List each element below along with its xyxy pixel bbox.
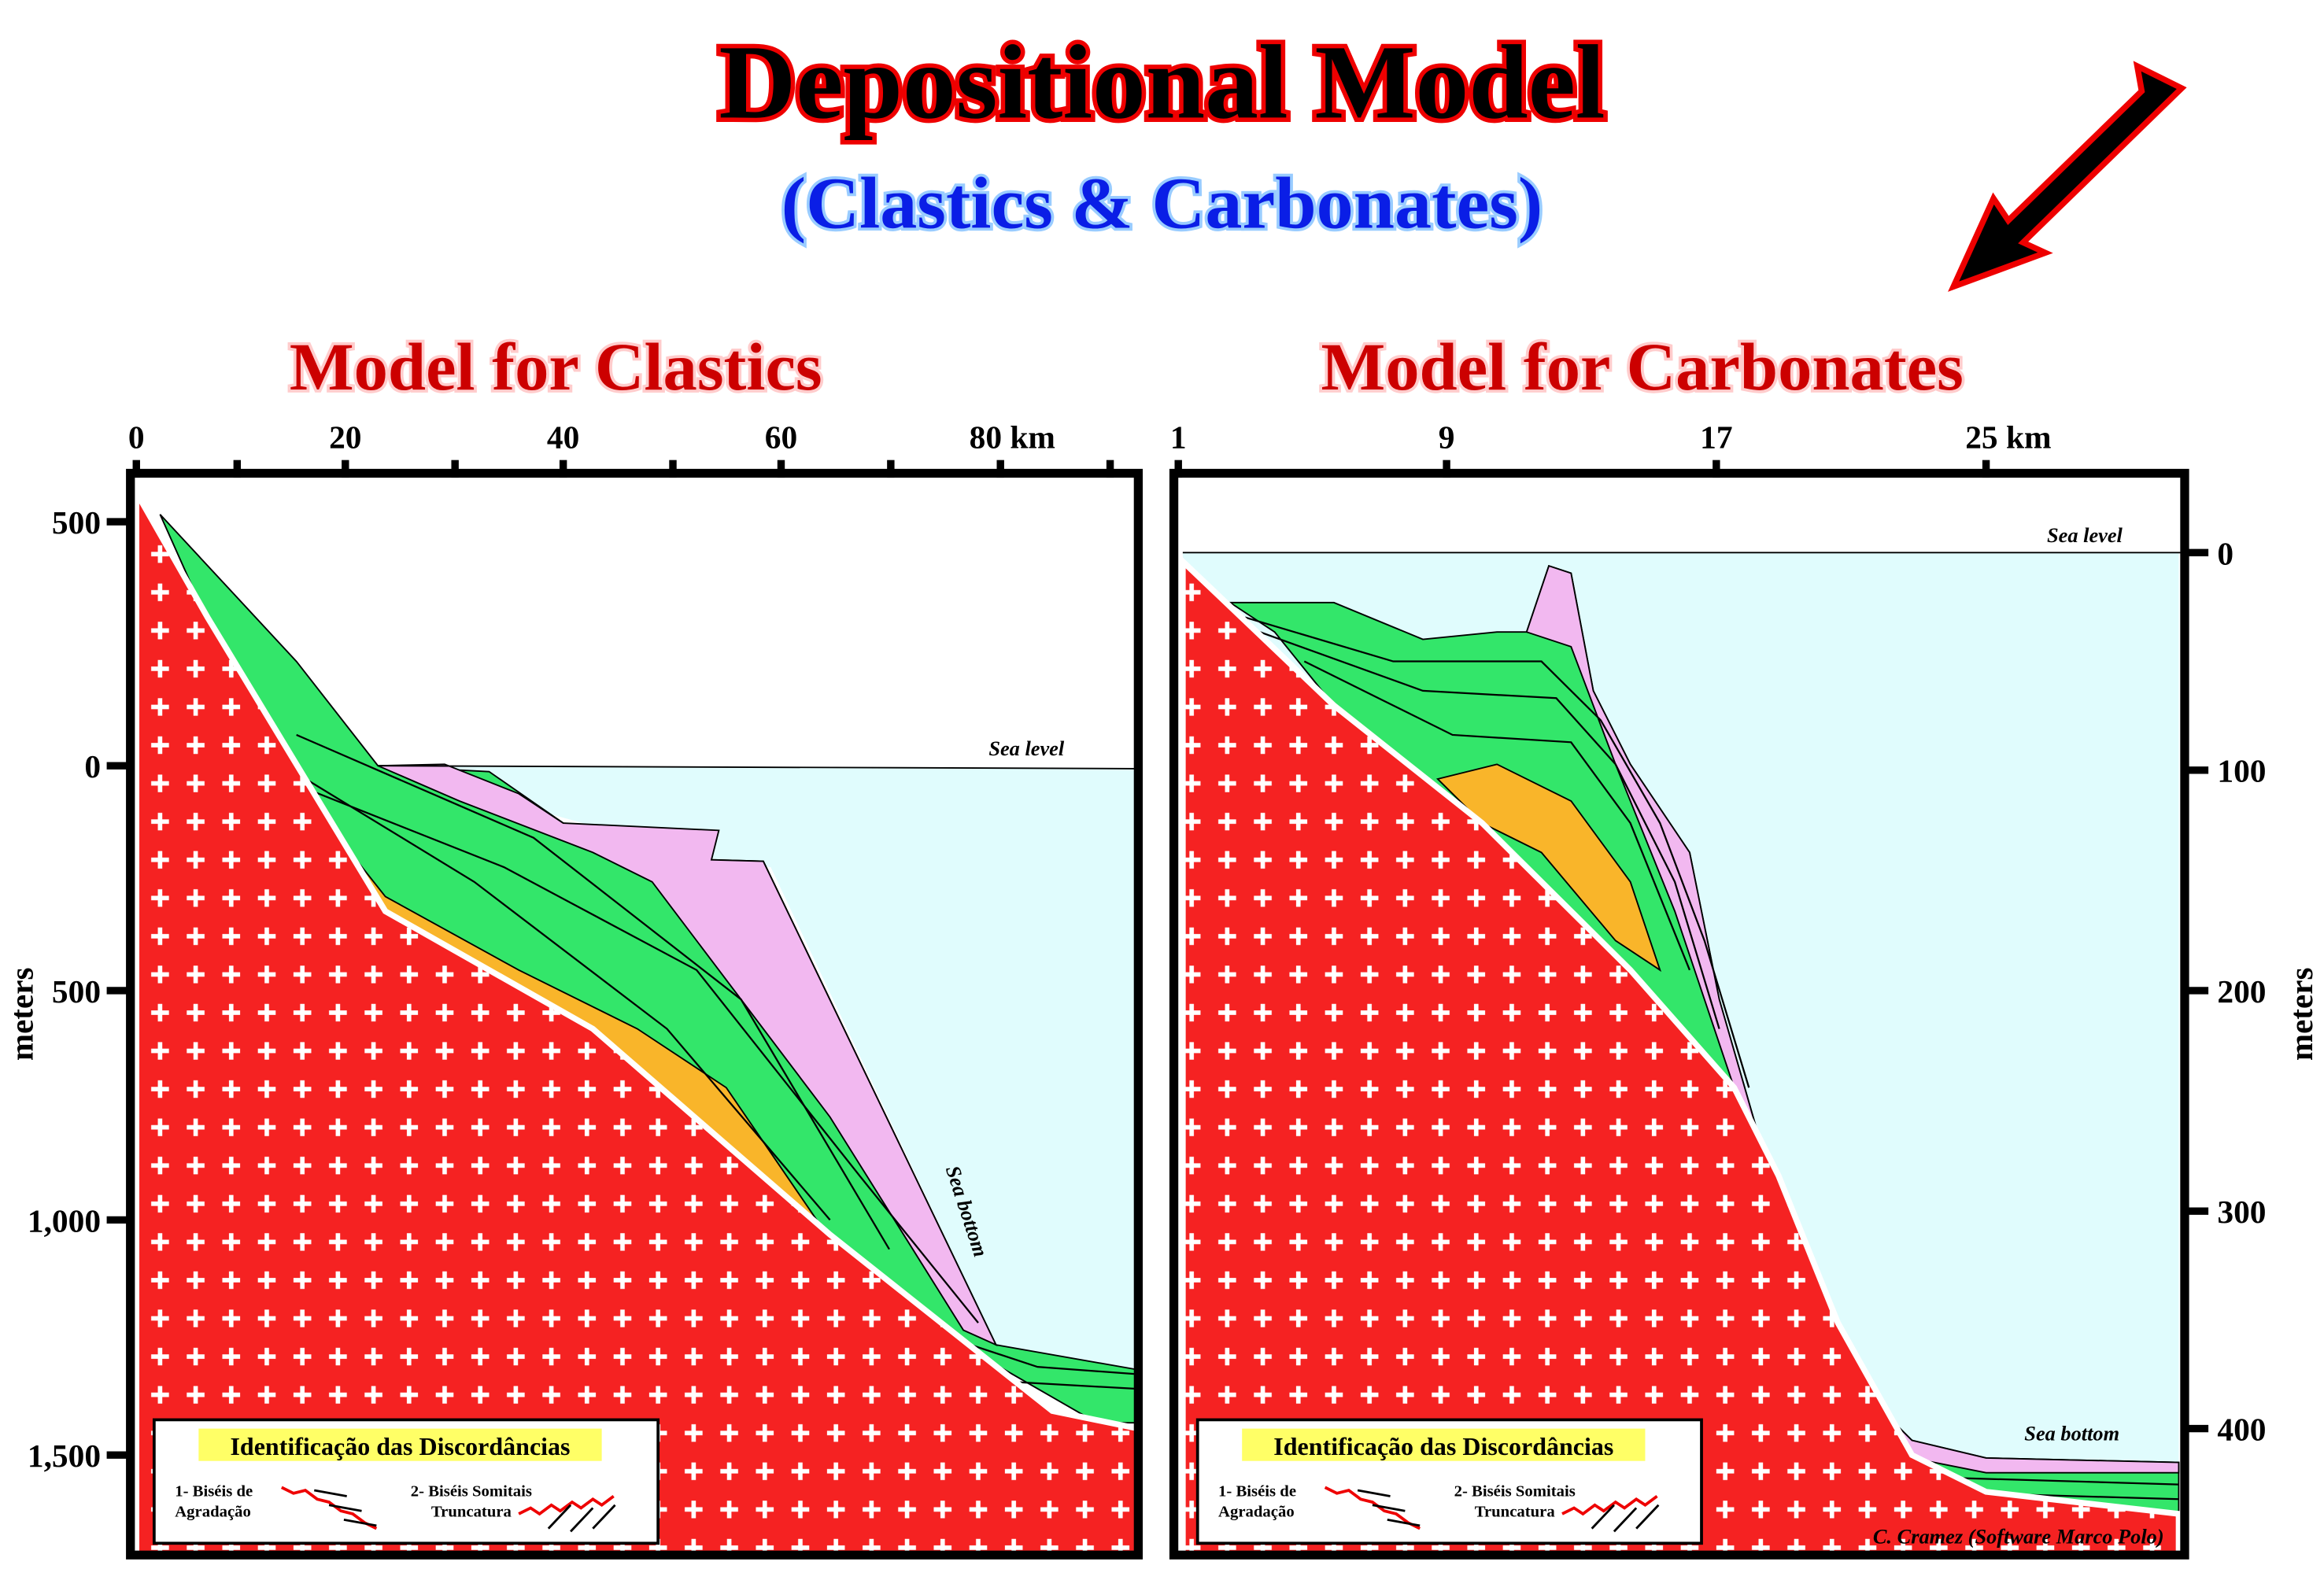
legend-title: Identificação das Discordâncias <box>1273 1433 1613 1460</box>
x-tick-label: 9 <box>1439 419 1455 456</box>
legend: Identificação das Discordâncias 1- Biséi… <box>152 1418 660 1545</box>
ticks <box>1174 460 2209 1433</box>
y-tick-label: 0 <box>2217 535 2233 571</box>
y-tick-label: 1,500 <box>28 1438 101 1474</box>
pink-unit <box>1525 564 2180 1474</box>
x-tick-label: 60 <box>765 419 797 456</box>
legend-title: Identificação das Discordâncias <box>230 1433 570 1460</box>
y-tick-label: 300 <box>2217 1194 2266 1230</box>
y-axis-label: meters <box>3 968 39 1061</box>
panel-title: Model for Carbonates <box>1321 329 1963 404</box>
sea-bottom-label: Sea bottom <box>2024 1423 2119 1445</box>
sea-level-label: Sea level <box>988 737 1065 760</box>
x-tick-label: 80 km <box>970 419 1055 456</box>
clastics-panel: Sea level Sea bottom 0 20 40 60 80 km 50… <box>3 419 1144 1560</box>
sea-level-label: Sea level <box>2047 524 2123 547</box>
orange-unit <box>1435 763 1662 973</box>
y-axis-label: meters <box>2283 968 2319 1061</box>
sea <box>378 766 1139 1382</box>
sea-level-line <box>378 765 1139 770</box>
carbonates-panel: Sea level Sea bottom C. Cramez (Software… <box>1169 419 2319 1560</box>
y-tick-label: 500 <box>52 504 101 541</box>
legend-item: Truncatura <box>431 1504 512 1521</box>
x-tick-label: 20 <box>329 419 361 456</box>
x-tick-label: 17 <box>1700 419 1732 456</box>
credit: C. Cramez (Software Marco Polo) <box>1873 1525 2164 1548</box>
x-tick-label: 1 <box>1170 419 1187 456</box>
legend: Identificação das Discordâncias 1- Biséi… <box>1195 1418 1703 1545</box>
legend-item: 1- Biséis de <box>175 1483 253 1501</box>
y-tick-label: 0 <box>84 748 101 784</box>
y-tick-label: 100 <box>2217 753 2266 789</box>
legend-item: 1- Biséis de <box>1218 1483 1296 1501</box>
x-tick-label: 40 <box>547 419 579 456</box>
arrow <box>1948 61 2187 292</box>
legend-item: Agradação <box>1218 1504 1295 1521</box>
panel-title: Model for Clastics <box>290 329 822 404</box>
pink-unit <box>377 763 998 1347</box>
frame <box>1169 468 2189 1560</box>
legend-item: Agradação <box>175 1504 251 1521</box>
x-tick-label: 25 km <box>1965 419 2051 456</box>
subtitle: (Clastics & Carbonates) <box>781 163 1543 245</box>
y-tick-label: 1,000 <box>28 1202 101 1239</box>
ticks <box>106 460 1114 1459</box>
frame <box>126 468 1144 1560</box>
y-tick-label: 500 <box>52 973 101 1010</box>
legend-item: 2- Biséis Somitais <box>411 1483 532 1501</box>
legend-item: 2- Biséis Somitais <box>1454 1483 1576 1501</box>
y-tick-label: 400 <box>2217 1412 2266 1448</box>
legend-item: Truncatura <box>1475 1504 1555 1521</box>
y-tick-label: 200 <box>2217 973 2266 1010</box>
x-tick-label: 0 <box>128 419 145 456</box>
title: Depositional Model <box>719 24 1605 141</box>
